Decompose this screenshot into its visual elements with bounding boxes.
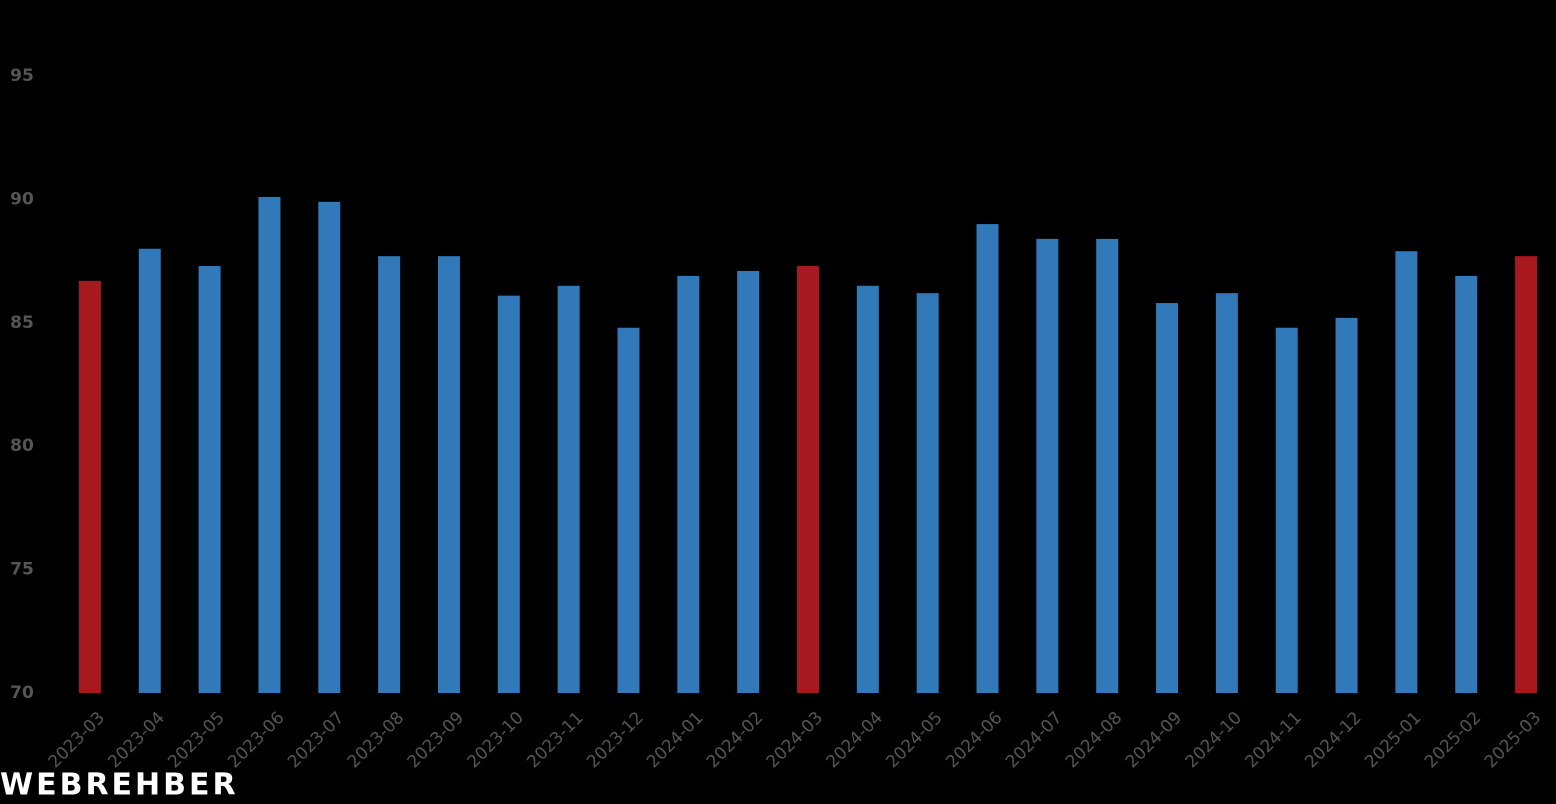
x-tick-label: 2023-05: [164, 708, 228, 772]
x-tick-label: 2025-03: [1481, 708, 1545, 772]
bar: [78, 280, 101, 693]
x-tick-label: 2023-07: [284, 708, 348, 772]
bar: [1096, 238, 1119, 693]
x-tick-label: 2024-11: [1241, 708, 1305, 772]
bar: [856, 285, 879, 693]
bar: [318, 201, 341, 694]
bar: [677, 275, 700, 693]
y-tick-label: 70: [10, 683, 34, 703]
bar: [976, 224, 999, 693]
bar: [1515, 256, 1538, 693]
bar: [437, 256, 460, 693]
bar: [737, 270, 760, 693]
bar: [1036, 238, 1059, 693]
bar: [1215, 293, 1238, 693]
x-tick-label: 2024-05: [882, 708, 946, 772]
bar: [1455, 275, 1478, 693]
x-tick-label: 2024-01: [643, 708, 707, 772]
bar: [617, 327, 640, 693]
bar: [1395, 251, 1418, 693]
x-tick-label: 2023-04: [104, 708, 168, 772]
bar: [557, 285, 580, 693]
x-tick-label: 2024-12: [1301, 708, 1365, 772]
y-tick-label: 80: [10, 436, 34, 456]
x-tick-label: 2024-08: [1062, 708, 1126, 772]
x-tick-label: 2025-02: [1421, 708, 1485, 772]
bar: [138, 248, 161, 693]
x-tick-label: 2024-04: [823, 708, 887, 772]
x-tick-label: 2024-10: [1182, 708, 1246, 772]
x-tick-label: 2023-08: [344, 708, 408, 772]
x-tick-label: 2023-09: [404, 708, 468, 772]
x-tick-label: 2023-11: [523, 708, 587, 772]
bar: [1156, 303, 1179, 693]
bar: [916, 293, 939, 693]
y-tick-label: 95: [10, 66, 34, 86]
y-tick-label: 85: [10, 313, 34, 333]
bar: [1335, 317, 1358, 693]
bar: [497, 295, 520, 693]
x-tick-label: 2024-07: [1002, 708, 1066, 772]
bar: [797, 266, 819, 693]
y-tick-label: 75: [10, 560, 34, 580]
bar: [378, 256, 401, 693]
x-tick-label: 2025-01: [1361, 708, 1425, 772]
watermark: WEBREHBER: [0, 768, 239, 801]
x-tick-label: 2023-12: [583, 708, 647, 772]
x-tick-label: 2023-06: [224, 708, 288, 772]
y-tick-label: 90: [10, 189, 34, 209]
x-tick-label: 2024-03: [763, 708, 827, 772]
bar: [1275, 327, 1298, 693]
bar: [198, 266, 221, 693]
x-tick-label: 2024-02: [703, 708, 767, 772]
x-tick-label: 2023-10: [464, 708, 528, 772]
bar: [258, 196, 281, 693]
x-tick-label: 2023-03: [45, 708, 109, 772]
x-tick-label: 2024-09: [1122, 708, 1186, 772]
x-tick-label: 2024-06: [942, 708, 1006, 772]
